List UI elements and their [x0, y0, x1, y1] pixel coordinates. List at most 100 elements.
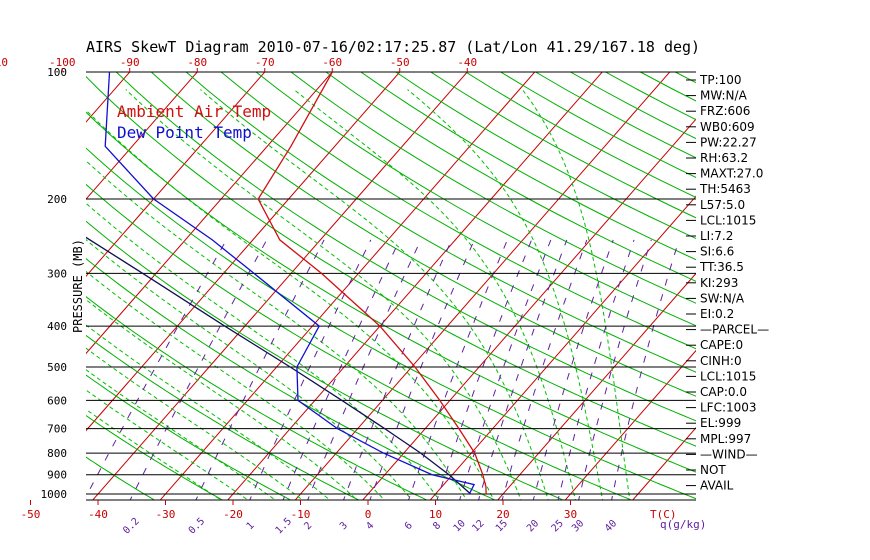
stability-index-entry: SW:N/A	[700, 291, 745, 305]
stability-index-entry: WB0:609	[700, 120, 755, 134]
stability-index-entry: CAPE:0	[700, 338, 743, 352]
dry-adiabat-line	[185, 72, 696, 373]
bottom-temp-label: 10	[429, 508, 442, 521]
top-temp-label: -80	[187, 56, 207, 69]
stability-index-entry: SI:6.6	[700, 245, 734, 259]
stability-index-entry: AVAIL	[700, 479, 734, 493]
stability-index-entry: EL:999	[700, 416, 741, 430]
top-temp-label: -110	[0, 56, 8, 69]
dry-adiabat-line	[220, 72, 696, 350]
pressure-tick-label: 800	[47, 447, 67, 460]
pressure-tick-label: 200	[47, 193, 67, 206]
legend-ambient-air-temp: Ambient Air Temp	[117, 102, 271, 121]
isotherm-line	[86, 72, 333, 355]
moist-adiabat-line	[125, 89, 522, 500]
dew-point-line	[104, 72, 476, 495]
top-temp-label: -70	[255, 56, 275, 69]
bottom-temp-label: 20	[496, 508, 509, 521]
top-temp-label: -40	[457, 56, 477, 69]
top-temp-label: -90	[120, 56, 140, 69]
isotherm-line	[86, 72, 266, 278]
stability-index-entry: —WIND—	[700, 447, 758, 461]
dry-adiabat-line	[86, 75, 696, 447]
parcel-path-line	[86, 236, 472, 495]
stability-index-entry: —PARCEL—	[700, 323, 769, 337]
isotherm-line	[632, 426, 696, 500]
stability-index-entry: CAP:0.0	[700, 385, 747, 399]
isobar-lines	[86, 71, 696, 501]
pressure-tick-label: 1000	[41, 488, 68, 501]
bottom-temp-label: -10	[291, 508, 311, 521]
mixing-ratio-lines	[86, 239, 680, 500]
moist-adiabat-line	[407, 89, 604, 500]
top-temp-label: -50	[390, 56, 410, 69]
stability-index-entry: CINH:0	[700, 354, 742, 368]
moist-adiabat-line	[86, 347, 304, 500]
stability-index-entry: NOT	[700, 463, 726, 477]
pressure-tick-label: 400	[47, 320, 67, 333]
mixing-ratio-line	[408, 239, 508, 500]
dry-adiabat-line	[360, 72, 696, 261]
dry-adiabat-line	[115, 72, 696, 422]
stability-index-entry: FRZ:606	[700, 104, 750, 118]
isotherm-line	[429, 195, 696, 500]
chart-title: AIRS SkewT Diagram 2010-07-16/02:17:25.8…	[86, 38, 700, 56]
x-axis-unit-label: T(C)	[650, 508, 677, 521]
mixing-ratio-line	[369, 239, 475, 500]
mixing-ratio-line	[86, 239, 227, 498]
isotherm-line	[86, 72, 198, 200]
pressure-tick-label: 900	[47, 469, 67, 482]
dry-adiabat-line	[255, 72, 696, 327]
stability-index-entry: LI:7.2	[700, 229, 733, 243]
stability-index-entry: TT:36.5	[699, 260, 744, 274]
bottom-temp-label: -30	[156, 508, 176, 521]
mixing-ratio-line	[129, 239, 268, 500]
moist-adiabat-line	[86, 202, 440, 500]
moist-adiabat-line	[521, 89, 631, 500]
moist-adiabat-line	[86, 369, 277, 500]
stability-index-entry: LFC:1003	[700, 401, 757, 415]
stability-index-entry: LCL:1015	[700, 213, 756, 227]
moist-adiabat-line	[200, 89, 549, 500]
stability-index-entry: MAXT:27.0	[700, 167, 763, 181]
isotherm-line	[92, 72, 468, 500]
mixing-ratio-line	[249, 239, 372, 500]
dry-adiabat-line	[150, 72, 696, 397]
top-temp-label: -100	[49, 56, 76, 69]
moist-adiabat-line	[86, 160, 468, 500]
stability-index-entry: PW:22.27	[700, 135, 757, 149]
isotherm-line	[564, 349, 696, 500]
bottom-temp-label: -50	[21, 508, 41, 521]
moist-adiabat-line	[86, 109, 495, 500]
mixing-ratio-line	[532, 239, 614, 500]
pressure-tick-label: 700	[47, 423, 67, 436]
mixing-ratio-line	[459, 239, 552, 500]
dry-adiabat-line	[86, 111, 696, 473]
bottom-temp-label: -20	[223, 508, 243, 521]
moist-adiabat-line	[86, 299, 358, 500]
dry-adiabat-line	[290, 72, 696, 304]
stability-index-entry: EI:0.2	[700, 307, 734, 321]
mixing-ratio-unit-label: q(g/kg)	[660, 518, 706, 531]
dry-adiabat-line	[325, 72, 696, 282]
ambient-temp-line	[257, 72, 487, 495]
top-temp-label: -60	[322, 56, 342, 69]
bottom-temp-label: 30	[564, 508, 577, 521]
pressure-tick-label: 600	[47, 394, 67, 407]
pressure-tick-label: 500	[47, 361, 67, 374]
mixing-ratio-line	[195, 239, 325, 500]
stability-index-entry: KI:293	[700, 276, 738, 290]
stability-index-entry: MW:N/A	[700, 89, 748, 103]
moist-adiabat-lines	[86, 89, 631, 500]
mixing-ratio-line	[436, 239, 533, 500]
stability-index-entry: L57:5.0	[700, 198, 745, 212]
moist-adiabat-line	[86, 270, 386, 500]
bottom-temp-label: -40	[88, 508, 108, 521]
legend-dew-point-temp: Dew Point Temp	[117, 123, 252, 142]
stability-index-entry: RH:63.2	[700, 151, 748, 165]
pressure-tick-label: 300	[47, 267, 67, 280]
mixing-ratio-line	[501, 239, 588, 500]
